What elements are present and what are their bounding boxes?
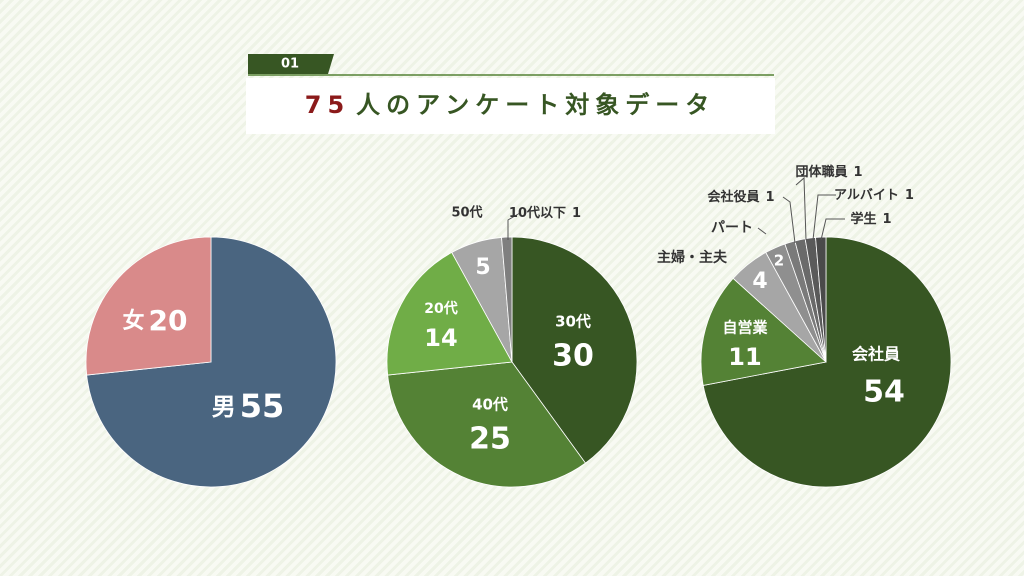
slice-name: 男	[212, 393, 236, 421]
slice-name: 会社役員	[707, 189, 759, 205]
slice-name: アルバイト	[834, 188, 899, 203]
slice-name: 自営業	[722, 319, 768, 337]
slice-name: 主婦・主夫	[657, 249, 728, 266]
slice-value: 14	[424, 324, 457, 352]
pie-slice	[700, 277, 827, 386]
badge	[248, 54, 334, 74]
slice-label: 会社役員 1	[707, 189, 774, 205]
slice-value: 1	[765, 190, 774, 205]
slice-name: 10代以下	[509, 205, 566, 221]
slice-label: 団体職員 1	[795, 164, 862, 180]
slice-value: 55	[240, 387, 285, 425]
slice-name: 30代	[555, 313, 591, 331]
slice-value: 5	[475, 255, 490, 280]
pie-slice	[85, 236, 212, 376]
slice-name: 50代	[451, 205, 482, 221]
slice-value: 1	[905, 188, 914, 203]
leader-line	[507, 212, 521, 240]
slice-name: パート	[711, 220, 753, 236]
leader-line	[757, 227, 767, 235]
slice-name: 学生	[850, 211, 876, 227]
slice-label: アルバイト 1	[834, 188, 914, 203]
pie-slice	[815, 236, 827, 363]
title: 75 人のアンケート対象データ	[305, 91, 715, 119]
slice-value: 4	[752, 269, 767, 294]
slice-value: 2	[774, 252, 784, 270]
pie-slice	[387, 361, 587, 488]
title-box	[246, 78, 775, 134]
slice-value: 1	[572, 206, 581, 221]
title-number: 75	[305, 91, 350, 119]
slice-value: 1	[853, 165, 862, 180]
slice-value: 30	[552, 339, 594, 374]
pie-slice	[702, 236, 952, 488]
leader-line	[795, 176, 807, 241]
leader-line	[812, 194, 836, 241]
slice-value: 11	[728, 343, 761, 371]
slice-label: 10代以下 1	[509, 205, 581, 221]
slice-name: 女	[123, 308, 145, 334]
slice-label: 女 20	[123, 304, 188, 337]
badge-text: 01	[281, 57, 299, 72]
slice-name: 団体職員	[795, 164, 847, 180]
title-text: 人のアンケート対象データ	[356, 91, 715, 119]
slice-value: 54	[863, 375, 905, 410]
slice-label: 学生 1	[850, 211, 891, 227]
leader-line	[820, 218, 845, 241]
slice-name: 40代	[472, 396, 508, 414]
slice-label: 男 55	[212, 387, 285, 425]
leader-line	[782, 196, 796, 244]
slice-value: 1	[882, 212, 891, 227]
pie-slice	[511, 236, 638, 464]
slice-value: 25	[469, 422, 511, 457]
pie-slice	[501, 236, 513, 363]
pie-slice	[386, 251, 513, 376]
slice-value: 20	[149, 304, 188, 337]
slice-name: 会社員	[852, 345, 900, 364]
slice-name: 20代	[424, 300, 457, 317]
